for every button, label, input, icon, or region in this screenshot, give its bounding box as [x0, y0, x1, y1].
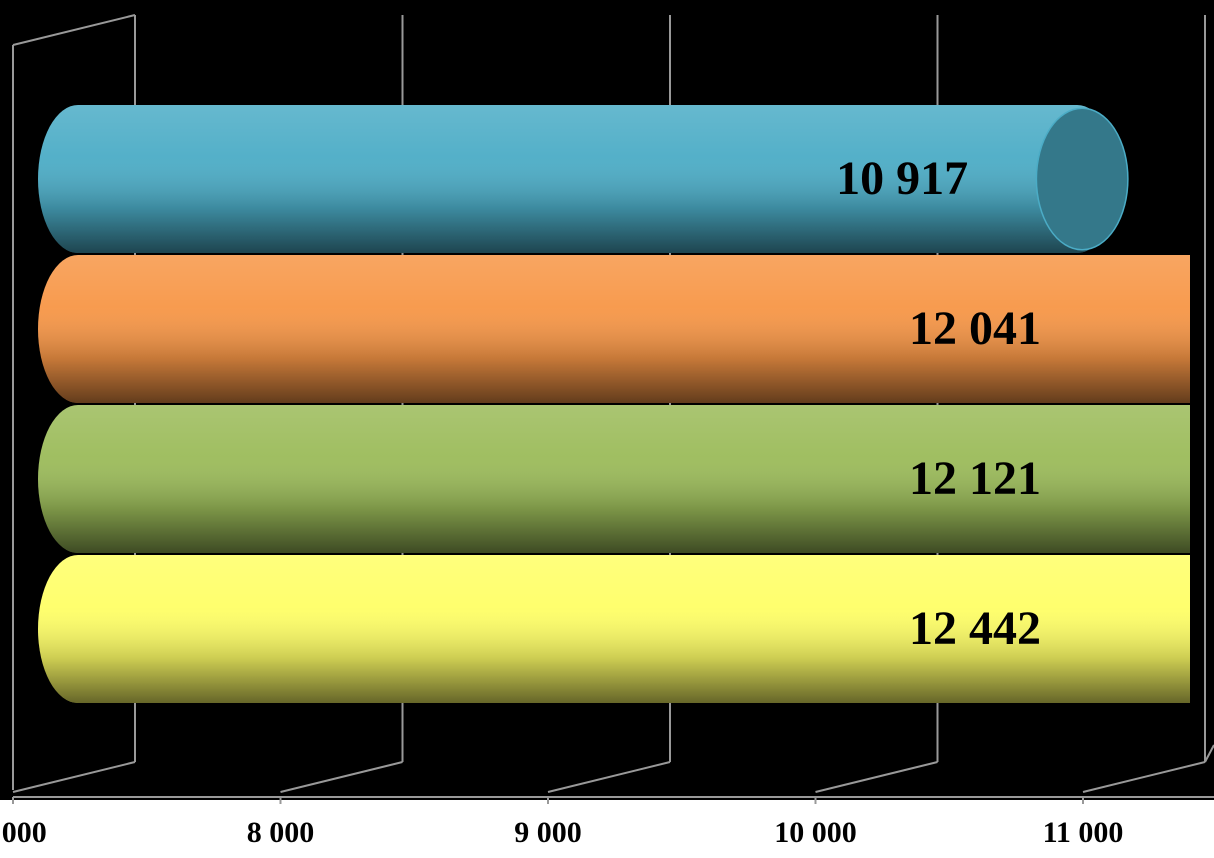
x-tick-label: 11 000 [1043, 816, 1124, 849]
bar-shading [38, 255, 1190, 403]
bar-cap [1035, 107, 1129, 251]
grid-line [1082, 761, 1206, 793]
plot-area [38, 105, 1190, 703]
value-label: 10 917 [836, 152, 968, 205]
x-tick-label: 10 000 [774, 816, 857, 849]
bar [38, 405, 1190, 553]
wall-edge [1204, 744, 1214, 763]
bar-shading [38, 105, 1118, 253]
x-tick-label: 8 000 [247, 816, 315, 849]
value-label: 12 121 [909, 452, 1041, 505]
bar-shading [38, 405, 1190, 553]
grid-line [12, 761, 136, 793]
x-tick-label: 7 000 [0, 816, 47, 849]
grid-line [547, 761, 671, 793]
grid-line [280, 761, 403, 793]
wall-edge [12, 14, 136, 46]
value-label: 12 041 [909, 302, 1041, 355]
bar-cap-shade [1037, 109, 1128, 249]
x-tick-label: 9 000 [514, 816, 582, 849]
value-label: 12 442 [909, 602, 1041, 655]
bar-shading [38, 555, 1190, 703]
bar [38, 105, 1129, 253]
grid-line [815, 761, 938, 793]
bar [38, 255, 1190, 403]
bar [38, 555, 1190, 703]
